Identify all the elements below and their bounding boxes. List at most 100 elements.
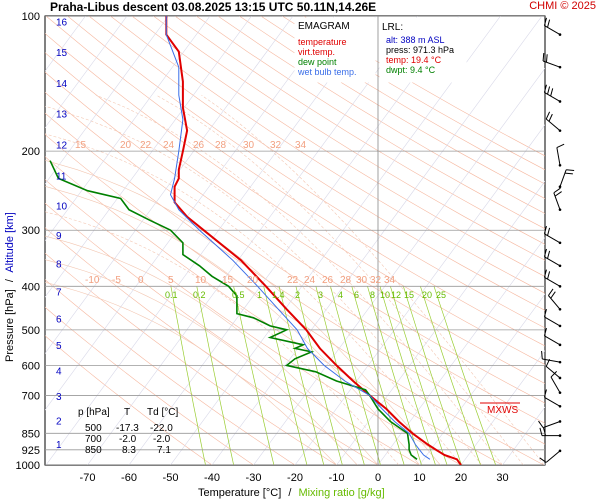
wind-barb-feather: [550, 88, 554, 97]
wind-barb-feather: [556, 143, 565, 148]
wind-barb-dot: [558, 163, 562, 167]
table-cell: -17.3: [116, 423, 139, 434]
mixing-ratio-label: 15: [404, 290, 414, 300]
dry-adiabat: [239, 16, 545, 199]
series-layer: [49, 16, 462, 465]
wind-barb-staff: [553, 192, 561, 210]
wind-barb-dot: [558, 241, 562, 245]
dry-adiabat: [217, 16, 545, 214]
wind-barb-dot: [558, 100, 562, 103]
theta-label: 28: [340, 275, 352, 286]
altitude-tick-label: 3: [56, 392, 62, 403]
isotherm-line: [253, 67, 545, 465]
temperature-tick-label: -10: [329, 472, 345, 484]
dry-adiabat: [174, 16, 545, 245]
wind-barb-dot: [558, 307, 562, 311]
mixing-ratio-label: 10: [380, 290, 390, 300]
wind-barb-feather: [543, 248, 547, 257]
isotherm-line: [45, 16, 294, 354]
theta-label: 30: [243, 140, 255, 151]
wind-barb-staff: [544, 25, 561, 36]
wind-barb-dot: [558, 391, 562, 394]
wind-barb-feather: [550, 371, 558, 378]
mxws-label: MXWS: [487, 405, 518, 416]
dry-adiabat: [196, 16, 545, 230]
wind-barb-staff: [544, 396, 561, 407]
wind-barb-feather: [543, 84, 547, 93]
wind-barb-feather: [543, 269, 547, 278]
mxws-marker: MXWS: [480, 402, 520, 416]
mixing-ratio-label: 4: [338, 290, 343, 300]
series-wet-bulb-temp-: [165, 16, 431, 460]
mixing-ratio-label: 1.4: [272, 290, 285, 300]
wind-barb-staff: [542, 60, 561, 68]
wind-barb-feather: [566, 169, 575, 171]
wind-barb-dot: [558, 185, 562, 189]
moist-adiabat: [156, 94, 524, 465]
isotherm-line: [377, 237, 545, 465]
theta-label: 20: [120, 140, 132, 151]
wind-barb-feather: [539, 457, 547, 463]
theta-label: 20: [247, 275, 259, 286]
isotherm-line: [336, 180, 545, 465]
theta-label: -10: [85, 275, 100, 286]
table-header-td: Td [°C]: [147, 407, 178, 418]
dry-adiabat: [67, 16, 545, 329]
mixing-ratio-label: 0.2: [193, 290, 206, 300]
altitude-tick-label: 7: [56, 287, 62, 298]
pressure-tick-label: 200: [22, 146, 40, 158]
x-axis-label-sep: /: [288, 487, 292, 499]
wind-barb-feather: [545, 54, 548, 63]
temperature-tick-label: -50: [163, 472, 179, 484]
background-lines: [45, 16, 545, 465]
temperature-tick-label: -40: [204, 472, 220, 484]
table-cell: -2.0: [153, 434, 171, 445]
wind-barb-dot: [558, 129, 562, 132]
table-cell: 850: [85, 445, 102, 456]
lrl-dwpt: dwpt: 9.4 °C: [386, 65, 436, 75]
pressure-tick-label: 700: [22, 390, 40, 402]
altitude-tick-label: 15: [56, 48, 68, 59]
altitude-tick-label: 12: [56, 140, 68, 151]
theta-label: 15: [222, 275, 234, 286]
series-dew-point: [49, 160, 418, 460]
wind-barb-staff: [544, 276, 561, 287]
theta-label: 22: [287, 275, 299, 286]
theta-label: 32: [270, 140, 282, 151]
isotherm-line: [460, 350, 545, 465]
wind-barb-feather: [543, 225, 547, 234]
moist-adiabat: [201, 94, 545, 465]
wind-barb-staff: [542, 358, 561, 363]
wind-barb-staff: [542, 421, 561, 429]
series-temperature: [165, 16, 462, 465]
wind-barb-dot: [558, 404, 562, 408]
temperature-tick-label: 20: [455, 472, 467, 484]
altitude-tick-label: 1: [56, 440, 62, 451]
isotherm-line: [45, 16, 128, 129]
mixing-ratio-label: 1: [257, 290, 262, 300]
table-cell: -2.0: [119, 434, 137, 445]
wind-barb-dot: [558, 420, 562, 423]
wind-barb-dot: [558, 208, 562, 211]
mixing-ratio-label: 25: [436, 290, 446, 300]
legend: EMAGRAM temperature virt.temp. dew point…: [294, 17, 376, 83]
wind-barb-staff: [548, 295, 561, 310]
wind-barb-feather: [543, 17, 547, 26]
isotherm-line: [45, 16, 211, 242]
legend-virt-temp: virt.temp.: [298, 47, 335, 57]
credit-label: CHMI © 2025: [529, 0, 596, 12]
dry-adiabat: [45, 52, 545, 384]
wind-barb-dot: [558, 33, 562, 36]
wind-barb-staff: [544, 256, 561, 267]
chart-title: Praha-Libus descent 03.08.2025 13:15 UTC…: [50, 0, 377, 14]
mixing-ratio-label: 3: [318, 290, 323, 300]
theta-label: 0: [138, 275, 144, 286]
wind-barb-staff: [544, 233, 561, 244]
table-cell: -22.0: [150, 423, 173, 434]
theta-label: 24: [163, 140, 175, 151]
temperature-tick-label: -30: [246, 472, 262, 484]
wind-barb-feather: [541, 350, 543, 360]
lrl-press: press: 971.3 hPa: [386, 45, 454, 55]
svg-text:Pressure [hPa] / Altit: Pressure [hPa] / Altitude [km]: [4, 212, 16, 362]
wind-barb-staff: [544, 335, 561, 346]
